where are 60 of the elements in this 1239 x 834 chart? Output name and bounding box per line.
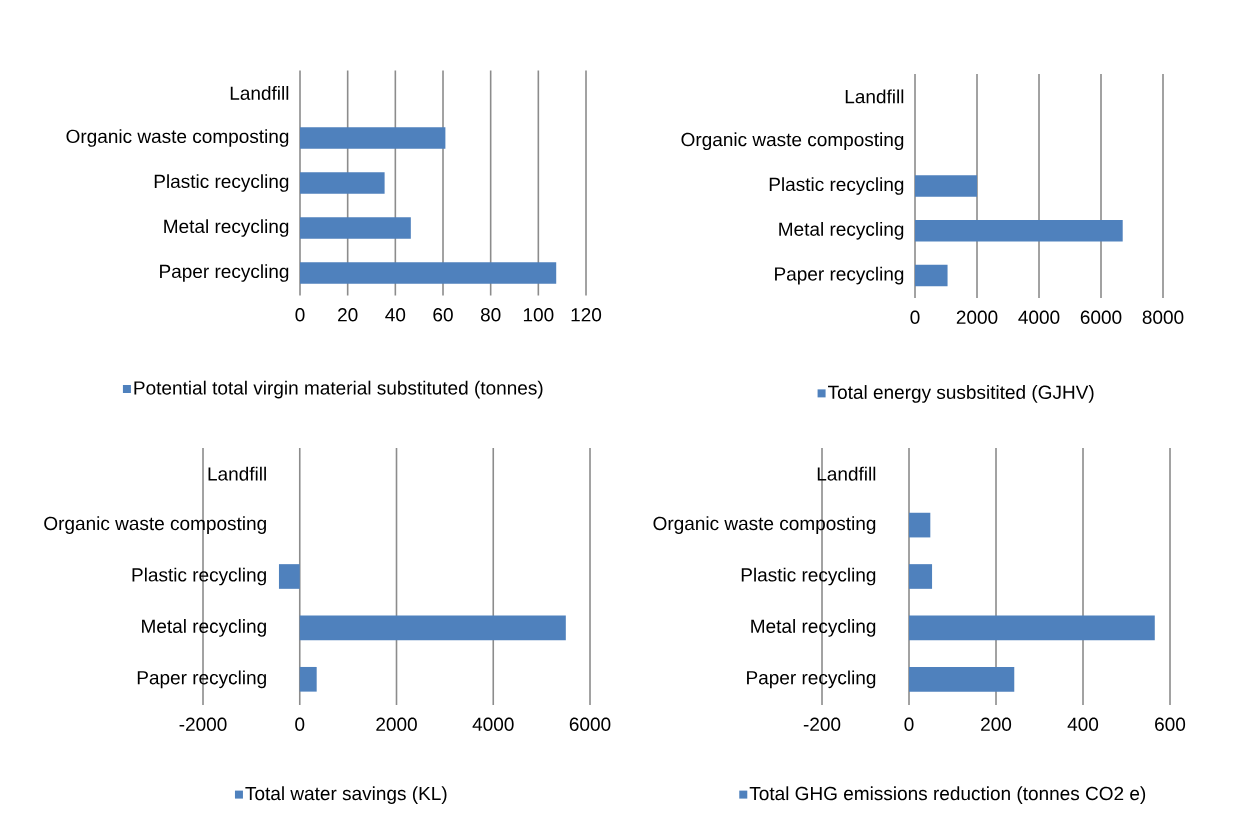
y-tick-label: Organic waste composting [44, 516, 266, 534]
legend-label: Total energy susbsitited (GJHV) [828, 385, 1094, 403]
bar [278, 564, 300, 589]
bar [300, 217, 411, 239]
x-tick-label: 6000 [1080, 310, 1122, 324]
x-tick-label: 2000 [376, 717, 417, 731]
x-tick-label: 100 [523, 308, 554, 322]
y-tick-label: Plastic recycling [741, 567, 876, 586]
x-tick-label: 8000 [1142, 310, 1184, 324]
bar [300, 262, 557, 284]
y-tick-label: Paper recycling [160, 264, 289, 282]
bar [299, 615, 566, 641]
x-tick-label: 0 [904, 717, 914, 731]
x-tick-label: 200 [981, 717, 1012, 731]
y-tick-label: Plastic recycling [132, 567, 266, 586]
x-tick-label: 0 [295, 308, 305, 322]
y-tick-label: Metal recycling [779, 221, 904, 240]
bar [915, 220, 1123, 242]
x-tick-label: 120 [571, 308, 602, 322]
y-tick-label: Landfill [817, 466, 876, 481]
y-tick-label: Landfill [845, 89, 904, 104]
x-tick-label: 20 [338, 308, 358, 322]
y-tick-label: Metal recycling [751, 619, 876, 637]
y-tick-label: Landfill [208, 466, 266, 481]
bar [909, 666, 1015, 692]
x-tick-label: 600 [1155, 717, 1186, 731]
x-tick-label: 4000 [1018, 310, 1060, 324]
y-tick-label: Organic waste composting [653, 516, 876, 534]
y-tick-label: Paper recycling [137, 670, 266, 689]
bar [299, 666, 317, 692]
legend-label: Total water savings (KL) [245, 786, 447, 804]
bar [909, 512, 931, 538]
x-tick-label: -200 [803, 717, 841, 731]
y-tick-label: Metal recycling [164, 219, 289, 237]
bar [915, 264, 948, 287]
legend-label: Potential total virgin material substituted (tonnes) [134, 380, 543, 399]
y-tick-label: Plastic recycling [154, 174, 289, 192]
bar [915, 175, 978, 197]
y-tick-label: Organic waste composting [681, 132, 904, 151]
bar [300, 127, 446, 149]
x-tick-label: 60 [433, 308, 453, 322]
x-tick-label: 80 [480, 308, 501, 322]
x-tick-label: -2000 [179, 717, 227, 731]
x-tick-label: 2000 [956, 310, 998, 324]
y-tick-label: Paper recycling [775, 266, 904, 285]
bar [909, 564, 933, 589]
legend-label: Total GHG emissions reduction (tonnes CO2 e) [749, 786, 1146, 804]
y-tick-label: Paper recycling [747, 670, 876, 689]
x-tick-label: 400 [1067, 717, 1099, 731]
y-tick-label: Plastic recycling [769, 177, 904, 195]
x-tick-label: 0 [295, 717, 305, 731]
bar [300, 172, 385, 194]
y-tick-label: Organic waste composting [66, 129, 289, 147]
y-tick-label: Metal recycling [142, 619, 266, 637]
y-tick-label: Landfill [230, 86, 289, 100]
x-tick-label: 0 [910, 310, 920, 324]
x-tick-label: 40 [385, 308, 406, 322]
bar [909, 615, 1155, 641]
x-tick-label: 6000 [569, 717, 611, 731]
x-tick-label: 4000 [472, 717, 514, 731]
